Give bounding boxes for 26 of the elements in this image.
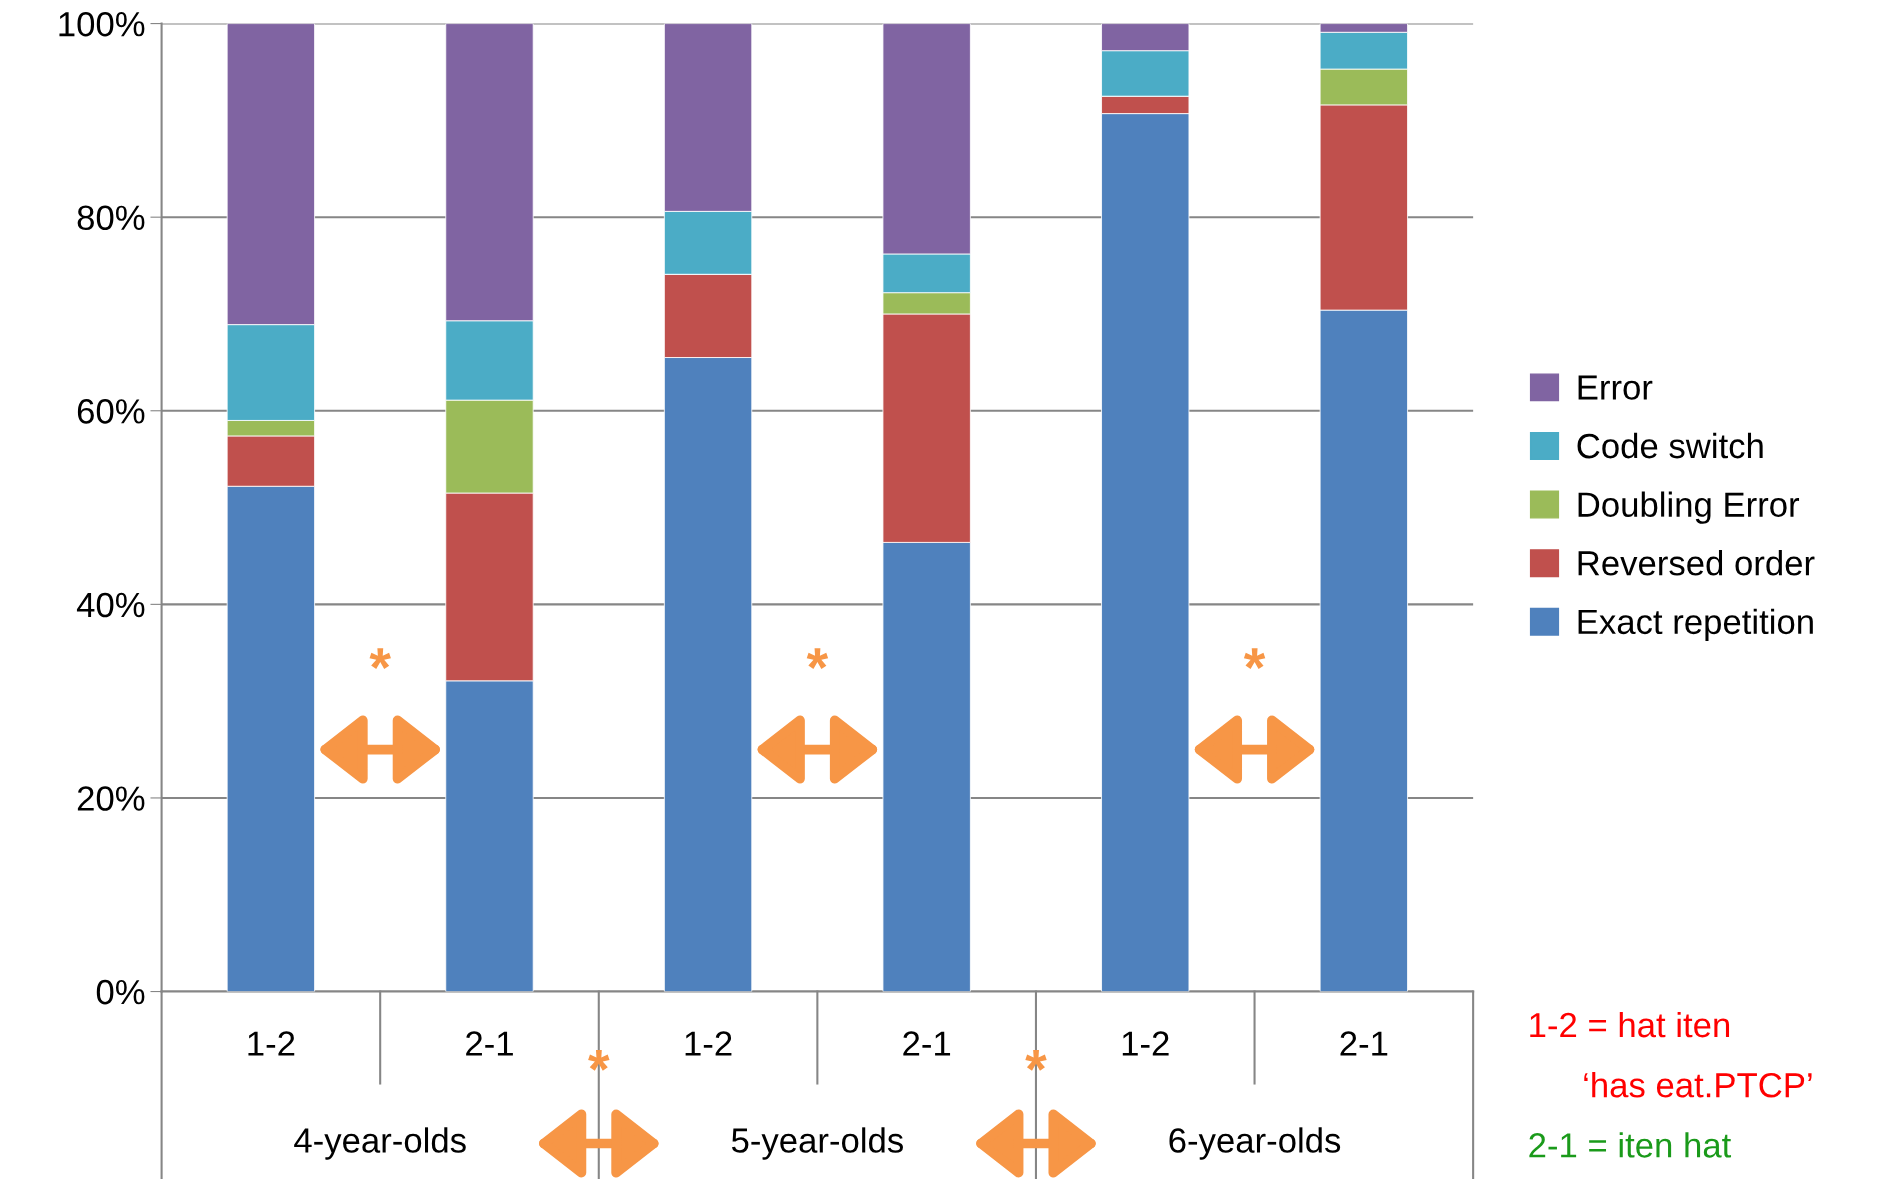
x-tick-label: 1-2 xyxy=(685,1031,732,1056)
x-tick-label: 1-2 xyxy=(1122,1031,1169,1056)
y-tick-label: 0% xyxy=(96,979,145,1005)
legend-label: Code switch xyxy=(1577,432,1763,459)
legend-label: Reversed order xyxy=(1578,550,1815,576)
annotation: * xyxy=(1243,648,1266,669)
x-tick-label: 2-1 xyxy=(903,1031,951,1056)
y-tick-label: 40% xyxy=(76,592,145,618)
text: ‘has eat.PTCP’ xyxy=(1584,1072,1812,1098)
legend-label: Doubling Error xyxy=(1578,491,1800,524)
text: 5-year-olds xyxy=(731,1127,903,1160)
x-tick-label: 2-1 xyxy=(466,1031,513,1056)
text: 6-year-olds xyxy=(1169,1127,1341,1160)
legend-label: Exact repetition xyxy=(1578,608,1813,642)
legend-label: Error xyxy=(1578,375,1653,400)
y-tick-label: 80% xyxy=(77,205,145,231)
y-tick-label: 60% xyxy=(77,399,145,424)
x-tick-label: 1-2 xyxy=(248,1031,295,1056)
text: 1-2 = hat iten xyxy=(1530,1011,1730,1038)
annotation: * xyxy=(369,648,391,669)
y-tick-label: 20% xyxy=(77,786,145,811)
annotation: * xyxy=(806,648,829,669)
y-tick-label: 100% xyxy=(59,11,145,37)
text: 4-year-olds xyxy=(294,1127,466,1160)
x-tick-label: 2-1 xyxy=(1340,1031,1388,1056)
text: 2-1 = iten hat xyxy=(1529,1132,1732,1158)
